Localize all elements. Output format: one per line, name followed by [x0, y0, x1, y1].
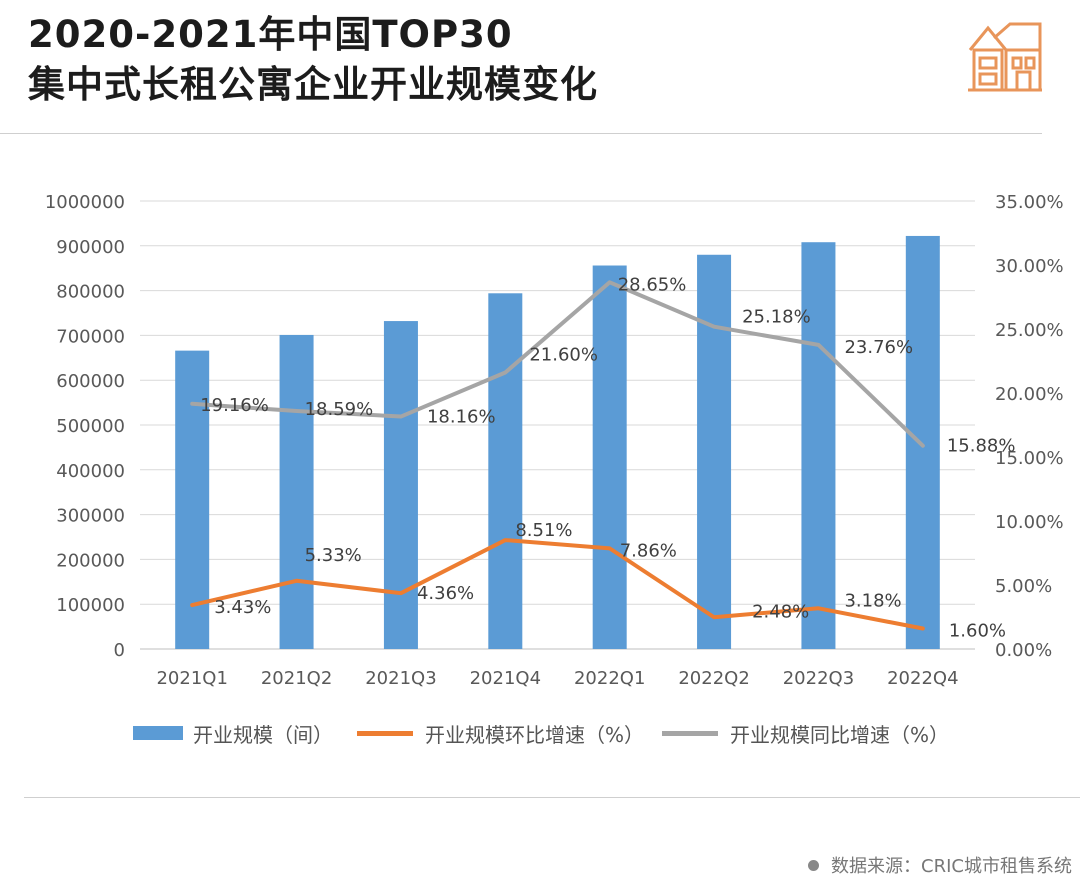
data-source-text: 数据来源：CRIC城市租售系统	[831, 856, 1072, 877]
title-line-1: 2020-2021年中国TOP30	[28, 13, 513, 56]
bar	[279, 334, 314, 649]
x-tick-label: 2022Q3	[783, 668, 854, 689]
y-right-tick-label: 30.00%	[995, 256, 1064, 277]
y-right-tick-label: 20.00%	[995, 384, 1064, 405]
y-left-tick-label: 1000000	[45, 192, 125, 213]
y-right-tick-label: 0.00%	[995, 640, 1052, 661]
footer-divider	[24, 797, 1080, 798]
data-label: 21.60%	[529, 345, 598, 366]
x-tick-label: 2021Q3	[365, 668, 436, 689]
header-divider	[0, 133, 1042, 134]
legend-swatch-bar	[133, 726, 183, 740]
x-tick-label: 2021Q2	[261, 668, 332, 689]
bar	[592, 265, 627, 649]
x-tick-label: 2022Q4	[887, 668, 958, 689]
data-label: 3.43%	[214, 597, 271, 618]
y-right-tick-label: 10.00%	[995, 512, 1064, 533]
legend-swatch-yoy	[662, 730, 718, 736]
y-left-tick-label: 800000	[56, 282, 125, 303]
y-left-tick-label: 0	[114, 640, 125, 661]
legend-label-bar: 开业规模（间）	[193, 722, 333, 747]
x-tick-label: 2022Q1	[574, 668, 645, 689]
y-left-tick-label: 100000	[56, 595, 125, 616]
title-line-2: 集中式长租公寓企业开业规模变化	[28, 63, 598, 106]
page-title: 2020-2021年中国TOP30 集中式长租公寓企业开业规模变化	[28, 10, 598, 110]
bar	[801, 242, 836, 649]
data-label: 2.48%	[752, 601, 809, 622]
bar	[697, 254, 732, 649]
x-tick-label: 2021Q4	[470, 668, 541, 689]
yoy-growth-line	[190, 280, 925, 448]
y-left-tick-label: 500000	[56, 416, 125, 437]
x-tick-label: 2021Q1	[156, 668, 227, 689]
bullet-dot-icon	[808, 859, 820, 871]
data-label: 4.36%	[417, 583, 474, 604]
y-left-tick-label: 700000	[56, 326, 125, 347]
data-label: 7.86%	[620, 540, 677, 561]
mom-growth-line	[190, 538, 925, 631]
data-label: 3.18%	[844, 590, 901, 611]
y-right-tick-label: 5.00%	[995, 576, 1052, 597]
y-left-tick-label: 400000	[56, 461, 125, 482]
y-left-tick-label: 600000	[56, 371, 125, 392]
legend-swatch-mom	[357, 730, 413, 736]
data-label: 23.76%	[844, 337, 913, 358]
bar	[488, 293, 523, 649]
y-left-tick-label: 200000	[56, 550, 125, 571]
legend-item-mom: 开业规模环比增速（%）	[357, 718, 644, 748]
legend-label-yoy: 开业规模同比增速（%）	[730, 722, 950, 747]
data-label: 15.88%	[947, 436, 1016, 457]
x-tick-label: 2022Q2	[678, 668, 749, 689]
data-label: 5.33%	[305, 545, 362, 566]
y-left-tick-label: 900000	[56, 237, 125, 258]
legend-item-bar: 开业规模（间）	[133, 718, 333, 748]
data-label: 18.59%	[305, 399, 374, 420]
chart-legend: 开业规模（间） 开业规模环比增速（%） 开业规模同比增速（%）	[0, 718, 1080, 748]
y-right-tick-label: 35.00%	[995, 192, 1064, 213]
data-label: 18.16%	[427, 407, 496, 428]
chart: 0 100000 200000 300000 400000 500000 600000 700…	[45, 192, 1064, 689]
data-label: 1.60%	[949, 621, 1006, 642]
legend-label-mom: 开业规模环比增速（%）	[425, 722, 645, 747]
bar	[383, 321, 418, 649]
y-right-tick-label: 15.00%	[995, 448, 1064, 469]
house-icon	[968, 22, 1042, 92]
legend-item-yoy: 开业规模同比增速（%）	[662, 718, 949, 748]
data-label: 25.18%	[742, 307, 811, 328]
y-left-tick-label: 300000	[56, 506, 125, 527]
data-label: 8.51%	[515, 520, 572, 541]
data-label: 19.16%	[200, 395, 269, 416]
y-right-tick-label: 25.00%	[995, 320, 1064, 341]
bar	[905, 235, 940, 649]
data-source: 数据来源：CRIC城市租售系统	[808, 852, 1072, 878]
bar	[175, 350, 210, 649]
data-label: 28.65%	[618, 274, 687, 295]
